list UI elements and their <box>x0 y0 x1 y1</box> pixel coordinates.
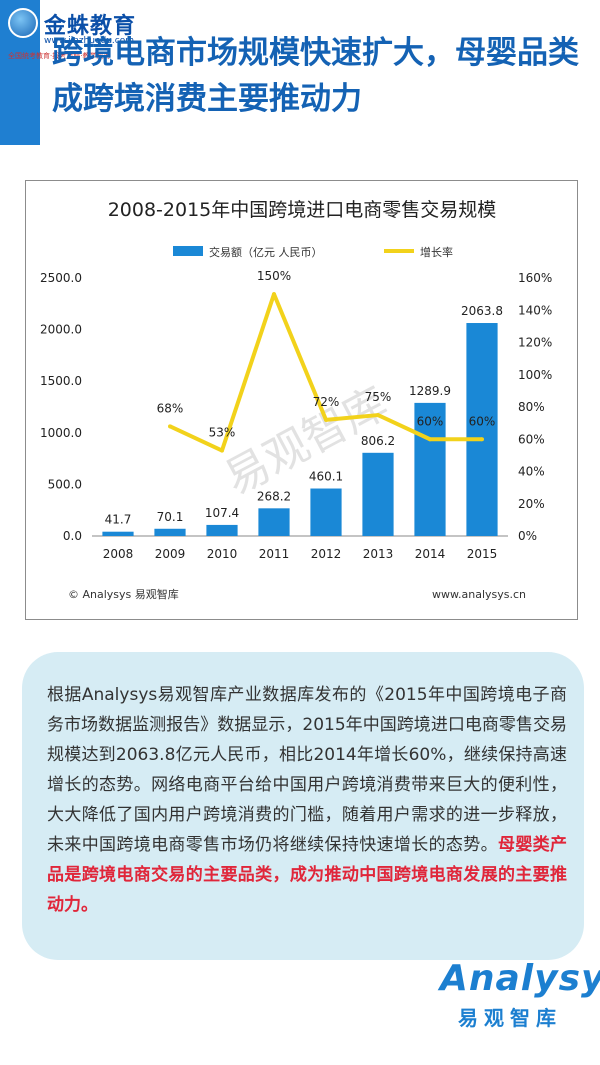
growth-rate-label: 68% <box>157 401 184 415</box>
y-right-tick-label: 80% <box>518 400 545 414</box>
bar <box>258 508 290 536</box>
growth-rate-point <box>168 424 172 429</box>
bar-value-label: 1289.9 <box>409 384 451 398</box>
brand-wordmark-initial: A <box>440 958 469 999</box>
x-tick-label: 2011 <box>259 547 290 561</box>
bar-value-label: 41.7 <box>105 513 132 527</box>
x-tick-label: 2014 <box>415 547 446 561</box>
growth-rate-label: 72% <box>313 395 340 409</box>
x-tick-label: 2009 <box>155 547 186 561</box>
y-left-tick-label: 1000.0 <box>40 426 82 440</box>
x-tick-label: 2008 <box>103 547 134 561</box>
summary-panel <box>22 652 584 960</box>
x-tick-label: 2012 <box>311 547 342 561</box>
y-right-tick-label: 120% <box>518 336 552 350</box>
growth-rate-point <box>480 437 484 442</box>
y-right-tick-label: 100% <box>518 368 552 382</box>
bar <box>310 488 342 536</box>
growth-rate-point <box>376 413 380 418</box>
brand-wordmark-rest: nalysys <box>468 958 600 999</box>
page-headline: 跨境电商市场规模快速扩大，母婴品类成跨境消费主要推动力 <box>52 35 579 117</box>
legend-swatch-bar <box>173 246 203 256</box>
logo-slogan: 全国统考教育·报考流程·教学服务 <box>8 52 111 60</box>
brand-wordmark: Analysys <box>440 958 600 999</box>
y-left-tick-label: 500.0 <box>48 477 82 491</box>
summary-text: 根据Analysys易观智库产业数据库发布的《2015年中国跨境电子商务市场数据… <box>47 680 567 920</box>
y-right-tick-label: 20% <box>518 497 545 511</box>
x-tick-label: 2013 <box>363 547 394 561</box>
x-tick-label: 2010 <box>207 547 238 561</box>
y-right-tick-label: 40% <box>518 465 545 479</box>
y-right-tick-label: 160% <box>518 271 552 285</box>
bar-value-label: 268.2 <box>257 489 291 503</box>
logo-url: www.jinzhuedu.com <box>44 36 134 46</box>
y-left-tick-label: 2000.0 <box>40 323 82 337</box>
y-left-tick-label: 1500.0 <box>40 374 82 388</box>
growth-rate-label: 60% <box>469 414 496 428</box>
bar <box>362 452 394 536</box>
chart-title: 2008-2015年中国跨境进口电商零售交易规模 <box>108 199 497 221</box>
growth-rate-point <box>220 448 224 453</box>
bar-value-label: 107.4 <box>205 506 239 520</box>
bar-value-label: 806.2 <box>361 434 395 448</box>
analysys-brand-logo[interactable]: Analysys 易观智库 <box>440 958 600 1030</box>
growth-rate-label: 53% <box>209 426 236 440</box>
y-right-tick-label: 140% <box>518 303 552 317</box>
chart-legend: 交易额（亿元 人民币） 增长率 <box>173 245 453 259</box>
bar <box>102 531 134 536</box>
chart-frame: 2008-2015年中国跨境进口电商零售交易规模 易观智库 交易额（亿元 人民币… <box>25 180 578 620</box>
y-left-tick-label: 2500.0 <box>40 271 82 285</box>
growth-rate-point <box>324 417 328 422</box>
bar <box>414 402 446 536</box>
legend-label-line: 增长率 <box>420 245 453 259</box>
x-tick-label: 2015 <box>467 547 498 561</box>
bar <box>206 524 238 536</box>
bar-value-label: 460.1 <box>309 470 343 484</box>
bar-value-label: 70.1 <box>157 510 184 524</box>
y-left-tick-label: 0.0 <box>63 529 82 543</box>
bar <box>154 528 186 536</box>
bar-value-label: 2063.8 <box>461 304 503 318</box>
growth-rate-point <box>428 437 432 442</box>
legend-label-bar: 交易额（亿元 人民币） <box>209 245 323 259</box>
y-right-tick-label: 60% <box>518 432 545 446</box>
growth-rate-label: 150% <box>257 269 291 283</box>
growth-rate-point <box>272 292 276 297</box>
growth-rate-label: 75% <box>365 390 392 404</box>
summary-highlight: 母婴类产品是跨境电商交易的主要品类，成为推动中国跨境电商发展的主要推动力。 <box>47 835 568 915</box>
growth-rate-label: 60% <box>417 414 444 428</box>
source-left: © Analysys 易观智库 <box>68 587 179 601</box>
y-right-tick-label: 0% <box>518 529 537 543</box>
trade-volume-chart: 2008-2015年中国跨境进口电商零售交易规模 易观智库 交易额（亿元 人民币… <box>40 199 552 601</box>
source-right: www.analysys.cn <box>432 588 526 601</box>
logo-emblem-icon <box>8 8 38 38</box>
site-logo[interactable]: 金蛛教育 www.jinzhuedu.com 全国统考教育·报考流程·教学服务 <box>6 6 166 62</box>
summary-paragraph: 根据Analysys易观智库产业数据库发布的《2015年中国跨境电子商务市场数据… <box>47 685 567 855</box>
logo-name: 金蛛教育 <box>44 14 137 39</box>
brand-chinese-name: 易观智库 <box>458 1006 562 1030</box>
bar <box>466 323 498 536</box>
